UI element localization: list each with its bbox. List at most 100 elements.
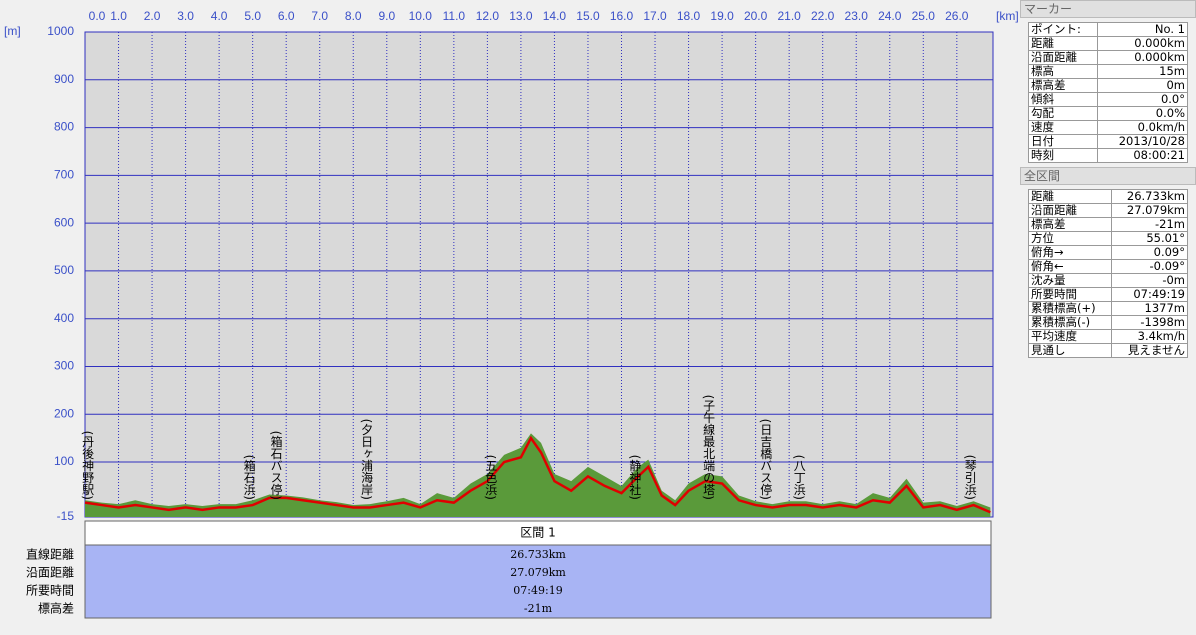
row: 勾配 0.0% <box>1027 106 1188 121</box>
label: 所要時間 <box>1027 287 1113 302</box>
label: 沈み量 <box>1027 273 1113 288</box>
x-tick-label: 17.0 <box>643 9 667 23</box>
row: 俯角← -0.09° <box>1027 259 1188 274</box>
x-tick-label: 14.0 <box>543 9 567 23</box>
y-tick-label: -15 <box>57 509 75 523</box>
row: 時刻 08:00:21 <box>1027 148 1188 163</box>
label: 勾配 <box>1027 106 1099 121</box>
x-tick-label: 1.0 <box>110 9 127 23</box>
row: 見通し 見えません <box>1027 343 1188 358</box>
label: 見通し <box>1027 343 1113 358</box>
label: 速度 <box>1027 120 1099 135</box>
marker-title: マーカー <box>1020 0 1196 18</box>
y-tick-label: 100 <box>54 454 74 468</box>
value: 0.0% <box>1097 106 1188 121</box>
label: 距離 <box>1027 36 1099 51</box>
x-tick-label: 25.0 <box>912 9 936 23</box>
annotation: (丹後神野駅) <box>81 431 95 500</box>
x-tick-label: 6.0 <box>278 9 295 23</box>
marker-table: ポイント: No. 1 距離 0.000km 沿面距離 0.000km 標高 15m 標高差 0m… <box>1027 22 1188 163</box>
value: 0.0° <box>1097 92 1188 107</box>
value: 0.000km <box>1097 50 1188 65</box>
value: -1398m <box>1111 315 1188 330</box>
row: 累積標高(-) -1398m <box>1027 315 1188 330</box>
row: 沈み量 -0m <box>1027 273 1188 288</box>
value: 0.0km/h <box>1097 120 1188 135</box>
x-tick-label: 23.0 <box>845 9 869 23</box>
x-tick-label: 22.0 <box>811 9 835 23</box>
label: 時刻 <box>1027 148 1099 163</box>
y-tick-label: 300 <box>54 359 74 373</box>
label: 距離 <box>1027 189 1113 204</box>
label: 標高 <box>1027 64 1099 79</box>
label: 沿面距離 <box>1027 203 1113 218</box>
total-title: 全区間 <box>1020 167 1196 185</box>
total-table: 距離 26.733km 沿面距離 27.079km 標高差 -21m 方位 55.01° 俯角→… <box>1027 189 1188 358</box>
annotation: (子午線最北端の塔) <box>702 395 716 500</box>
row: 所要時間 07:49:19 <box>1027 287 1188 302</box>
row: 標高 15m <box>1027 64 1188 79</box>
section-label: 沿面距離 <box>26 566 74 580</box>
label: 沿面距離 <box>1027 50 1099 65</box>
section-value: 26.733km <box>510 548 566 561</box>
value: 見えません <box>1111 343 1188 358</box>
section-label: 直線距離 <box>26 547 74 562</box>
value: -0.09° <box>1111 259 1188 274</box>
value: 0.000km <box>1097 36 1188 51</box>
row: 日付 2013/10/28 <box>1027 134 1188 149</box>
label: 日付 <box>1027 134 1099 149</box>
row: 方位 55.01° <box>1027 231 1188 246</box>
section-label: 標高差 <box>38 601 74 616</box>
marker-panel: マーカー ポイント: No. 1 距離 0.000km 沿面距離 0.000km 標高 15m… <box>1020 0 1196 362</box>
section-value: 07:49:19 <box>513 584 562 597</box>
section-label: 所要時間 <box>26 584 74 598</box>
label: ポイント: <box>1027 22 1099 37</box>
value: 0m <box>1097 78 1188 93</box>
value: 07:49:19 <box>1111 287 1188 302</box>
section-value: 27.079km <box>510 566 566 579</box>
section-body <box>84 544 992 619</box>
value: 1377m <box>1111 301 1188 316</box>
row: 俯角→ 0.09° <box>1027 245 1188 260</box>
chart: [m] [km] 区間 1 -15 100 200 300 400 500 600 700 80… <box>4 9 1019 619</box>
x-tick-label: 2.0 <box>144 9 161 23</box>
value: -21m <box>1111 217 1188 232</box>
section-header <box>84 520 992 546</box>
label: 累積標高(-) <box>1027 315 1113 330</box>
row: 距離 0.000km <box>1027 36 1188 51</box>
plot-area <box>84 31 994 518</box>
x-tick-label: 11.0 <box>443 9 466 23</box>
row: 沿面距離 0.000km <box>1027 50 1188 65</box>
value: 15m <box>1097 64 1188 79</box>
x-tick-label: 15.0 <box>576 9 600 23</box>
label: 俯角→ <box>1027 245 1113 260</box>
x-tick-label: 9.0 <box>378 9 395 23</box>
annotation: (五色浜) <box>484 455 498 500</box>
annotation: (夕日ヶ浦海岸) <box>360 419 374 500</box>
value: 3.4km/h <box>1111 329 1188 344</box>
label: 累積標高(+) <box>1027 301 1113 316</box>
y-tick-label: 1000 <box>47 24 74 38</box>
y-tick-label: 600 <box>54 215 74 229</box>
value: -0m <box>1111 273 1188 288</box>
x-tick-label: 7.0 <box>311 9 328 23</box>
row: 標高差 -21m <box>1027 217 1188 232</box>
x-tick-label: 19.0 <box>710 9 734 23</box>
row: 累積標高(+) 1377m <box>1027 301 1188 316</box>
x-tick-label: 5.0 <box>244 9 261 23</box>
y-tick-label: 200 <box>54 406 74 420</box>
x-tick-label: 3.0 <box>177 9 194 23</box>
value: 55.01° <box>1111 231 1188 246</box>
y-tick-label: 700 <box>54 168 74 182</box>
y-unit: [m] <box>4 24 21 38</box>
terrain-area <box>85 433 991 517</box>
annotation: (箱石浜) <box>242 455 256 500</box>
label: 方位 <box>1027 231 1113 246</box>
row: 標高差 0m <box>1027 78 1188 93</box>
section-value: -21m <box>524 602 553 615</box>
row: 距離 26.733km <box>1027 189 1188 204</box>
annotation: (琴引浜) <box>963 455 977 500</box>
x-tick-label: 0.0 <box>89 9 106 23</box>
x-tick-label: 21.0 <box>777 9 801 23</box>
